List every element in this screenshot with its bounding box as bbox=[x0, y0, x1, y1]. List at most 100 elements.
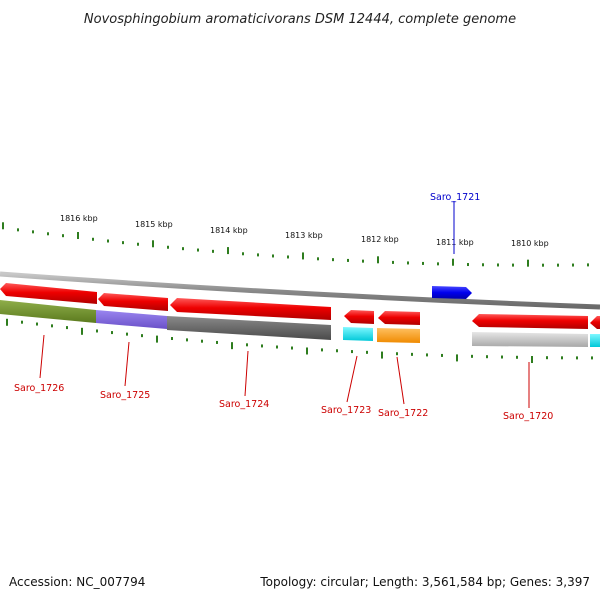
lower-minor-tick bbox=[36, 322, 38, 326]
gene-arrow-partial-right[interactable] bbox=[590, 316, 600, 329]
scale-minor-tick bbox=[242, 252, 244, 256]
gene-arrow-saro-1726[interactable] bbox=[0, 283, 97, 304]
gene-arrow-saro-1722[interactable] bbox=[378, 311, 420, 325]
lower-ticks bbox=[6, 318, 593, 364]
scale-minor-tick bbox=[47, 232, 49, 236]
scale-minor-tick bbox=[332, 258, 334, 262]
leader-line-saro-1725 bbox=[124, 341, 130, 387]
gene-arrow-saro-1724[interactable] bbox=[170, 298, 331, 320]
genome-summary-text: Topology: circular; Length: 3,561,584 bp… bbox=[259, 575, 590, 589]
scale-minor-tick bbox=[572, 263, 574, 267]
scale-minor-tick bbox=[482, 263, 484, 267]
scale-major-tick bbox=[152, 240, 154, 248]
gene-label-saro-1726[interactable]: Saro_1726 bbox=[14, 383, 64, 394]
gene-label-saro-1720[interactable]: Saro_1720 bbox=[503, 411, 553, 422]
scale-minor-tick bbox=[197, 248, 199, 252]
lower-minor-tick bbox=[351, 350, 353, 354]
lower-minor-tick bbox=[111, 331, 113, 335]
lower-minor-tick bbox=[576, 356, 578, 360]
leader-line-saro-1726 bbox=[39, 334, 45, 379]
lower-minor-tick bbox=[51, 324, 53, 328]
scale-minor-tick bbox=[497, 263, 499, 267]
scale-label-1813: 1813 kbp bbox=[285, 231, 323, 240]
scale-major-tick bbox=[302, 252, 304, 260]
lower-minor-tick bbox=[411, 352, 413, 356]
lower-minor-tick bbox=[276, 345, 278, 349]
scale-ticks bbox=[2, 222, 589, 267]
scale-minor-tick bbox=[362, 259, 364, 263]
scale-label-1812: 1812 kbp bbox=[361, 235, 399, 244]
lower-minor-tick bbox=[501, 355, 503, 359]
lower-minor-tick bbox=[66, 326, 68, 330]
scale-label-1814: 1814 kbp bbox=[210, 226, 248, 235]
gene-arrow-saro-1725[interactable] bbox=[98, 293, 168, 311]
lower-major-tick bbox=[531, 356, 533, 364]
lower-minor-tick bbox=[396, 352, 398, 356]
gene-arrow-saro-1723[interactable] bbox=[344, 310, 374, 324]
lower-minor-tick bbox=[186, 338, 188, 342]
scale-minor-tick bbox=[62, 234, 64, 238]
gene-label-saro-1725[interactable]: Saro_1725 bbox=[100, 390, 150, 401]
scale-minor-tick bbox=[392, 260, 394, 264]
lower-minor-tick bbox=[471, 354, 473, 358]
leader-line-saro-1723 bbox=[346, 355, 358, 403]
lower-minor-tick bbox=[321, 348, 323, 352]
scale-minor-tick bbox=[167, 245, 169, 249]
lower-minor-tick bbox=[486, 355, 488, 359]
lower-minor-tick bbox=[441, 353, 443, 357]
scale-major-tick bbox=[527, 259, 529, 267]
gene-label-saro-1724[interactable]: Saro_1724 bbox=[219, 399, 269, 410]
gene-arrow-saro-1720[interactable] bbox=[472, 314, 588, 329]
lower-minor-tick bbox=[261, 344, 263, 348]
lower-major-tick bbox=[231, 342, 233, 350]
scale-minor-tick bbox=[587, 263, 589, 267]
lower-major-tick bbox=[456, 354, 458, 362]
scale-major-tick bbox=[77, 232, 79, 240]
category-band-saro-1723 bbox=[343, 327, 373, 341]
lower-minor-tick bbox=[21, 320, 23, 324]
scale-major-tick bbox=[2, 222, 4, 230]
gene-label-saro-1723[interactable]: Saro_1723 bbox=[321, 405, 371, 416]
scale-minor-tick bbox=[422, 261, 424, 265]
scale-major-tick bbox=[377, 256, 379, 264]
category-band-partial-right bbox=[590, 334, 600, 347]
scale-minor-tick bbox=[347, 258, 349, 262]
genome-backbone bbox=[0, 271, 600, 310]
lower-minor-tick bbox=[141, 334, 143, 338]
gene-label-saro-1722[interactable]: Saro_1722 bbox=[378, 408, 428, 419]
scale-minor-tick bbox=[122, 241, 124, 245]
scale-label-1810: 1810 kbp bbox=[511, 239, 549, 248]
lower-minor-tick bbox=[366, 350, 368, 354]
lower-minor-tick bbox=[201, 339, 203, 343]
gene-label-saro-1721[interactable]: Saro_1721 bbox=[430, 192, 480, 203]
lower-minor-tick bbox=[216, 340, 218, 344]
scale-label-1815: 1815 kbp bbox=[135, 220, 173, 229]
accession-text: Accession: NC_007794 bbox=[9, 575, 145, 589]
lower-minor-tick bbox=[546, 356, 548, 360]
category-band-saro-1724 bbox=[167, 316, 331, 340]
gene-arrow-saro-1721[interactable] bbox=[432, 286, 472, 299]
lower-minor-tick bbox=[426, 353, 428, 357]
lower-minor-tick bbox=[336, 349, 338, 353]
lower-minor-tick bbox=[246, 343, 248, 347]
scale-minor-tick bbox=[212, 249, 214, 253]
lower-major-tick bbox=[381, 351, 383, 359]
scale-minor-tick bbox=[92, 237, 94, 241]
scale-major-tick bbox=[227, 247, 229, 255]
lower-major-tick bbox=[6, 318, 8, 326]
scale-minor-tick bbox=[107, 239, 109, 243]
lower-minor-tick bbox=[291, 346, 293, 350]
lower-minor-tick bbox=[591, 356, 593, 360]
category-band-saro-1722 bbox=[377, 328, 420, 343]
leader-line-saro-1722 bbox=[396, 356, 405, 405]
scale-minor-tick bbox=[437, 262, 439, 266]
scale-minor-tick bbox=[257, 253, 259, 257]
scale-minor-tick bbox=[557, 263, 559, 267]
lower-major-tick bbox=[81, 327, 83, 335]
scale-minor-tick bbox=[407, 261, 409, 265]
lower-major-tick bbox=[156, 335, 158, 343]
scale-minor-tick bbox=[272, 254, 274, 258]
scale-minor-tick bbox=[317, 257, 319, 261]
lower-minor-tick bbox=[96, 329, 98, 333]
